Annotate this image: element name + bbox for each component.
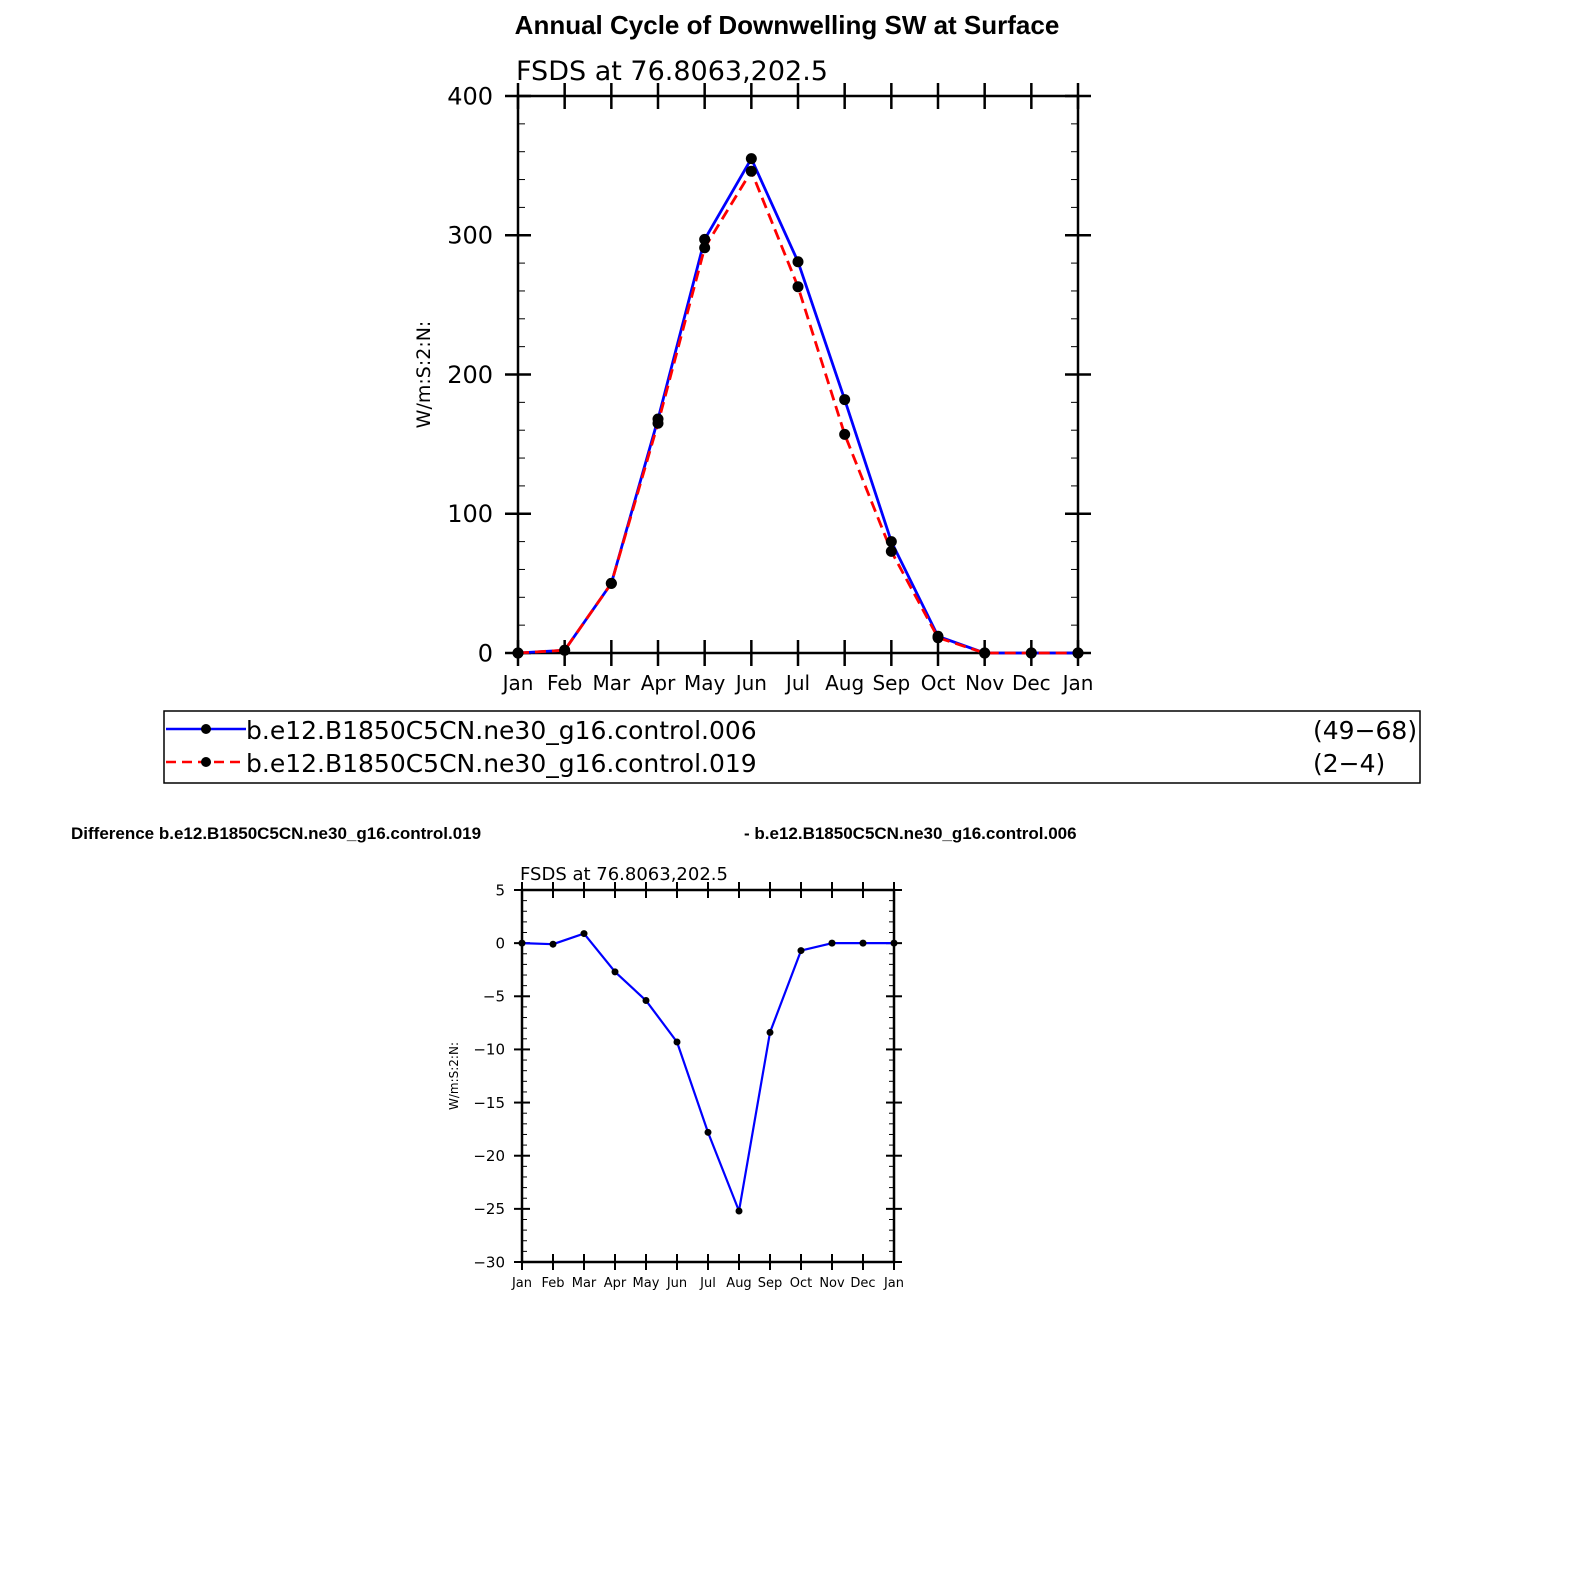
y-tick-label: −5	[483, 988, 505, 1006]
x-tick-label: Jan	[883, 1276, 904, 1291]
data-point-series-1	[839, 394, 851, 406]
x-tick-label: Jun	[734, 671, 767, 695]
y-tick-label: 300	[447, 222, 493, 250]
series-line-1	[521, 932, 894, 1213]
x-tick-label: Dec	[1012, 671, 1051, 695]
x-tick-label: May	[633, 1276, 660, 1291]
y-tick-label: −25	[473, 1200, 505, 1218]
data-point-series-2	[1072, 647, 1084, 659]
annual-cycle-chart: FSDS at 76.8063,202.5 W/m:S:2:N: Jan Feb Mar…	[413, 56, 1093, 695]
data-point-series-1	[885, 536, 897, 548]
data-point-series-1	[766, 1028, 774, 1036]
data-point-series-1	[673, 1038, 681, 1046]
data-point-series-1	[792, 256, 804, 268]
legend: b.e12.B1850C5CN.ne30_g16.control.006 (49…	[163, 710, 1421, 784]
y-tick-label: 400	[447, 82, 493, 110]
x-tick-label: May	[684, 671, 726, 695]
y-tick-label: −20	[473, 1147, 505, 1165]
plot-frame	[516, 94, 1080, 655]
y-tick-label: −10	[473, 1041, 505, 1059]
legend-years-control-006: (49−68)	[1313, 716, 1417, 745]
x-tick-label: Dec	[850, 1276, 875, 1291]
x-tick-label: Feb	[547, 671, 582, 695]
data-point-series-1	[549, 940, 557, 948]
y-tick-label: −15	[473, 1094, 505, 1112]
series-line-1	[517, 157, 1078, 655]
y-tick-label: 5	[495, 881, 505, 899]
x-tick-label: Jan	[501, 671, 534, 695]
legend-entry-control-019: b.e12.B1850C5CN.ne30_g16.control.019 (2−…	[166, 749, 1385, 778]
chart-subtitle: FSDS at 76.8063,202.5	[520, 864, 728, 885]
difference-title-left: Difference b.e12.B1850C5CN.ne30_g16.cont…	[71, 824, 481, 843]
chart-subtitle: FSDS at 76.8063,202.5	[516, 56, 828, 87]
data-point-series-2	[932, 632, 944, 644]
plot-frame	[520, 888, 896, 1264]
y-tick-label: 0	[495, 934, 505, 952]
y-tick-label: −30	[473, 1253, 505, 1271]
series-line-2	[517, 169, 1078, 655]
x-tick-label: Jan	[511, 1276, 532, 1291]
x-tick-label: Sep	[872, 671, 910, 695]
data-point-series-2	[605, 577, 617, 589]
x-tick-label: Mar	[592, 671, 631, 695]
data-point-series-1	[611, 968, 619, 976]
x-tick-label: Apr	[604, 1276, 627, 1291]
data-point-series-2	[652, 417, 664, 429]
data-point-series-2	[559, 644, 571, 656]
data-point-series-2	[699, 242, 711, 254]
legend-marker-control-006	[201, 724, 211, 734]
legend-frame	[163, 710, 1421, 784]
x-tick-label: Aug	[825, 671, 864, 695]
data-point-series-1	[890, 939, 898, 947]
data-point-series-1	[580, 930, 588, 938]
data-point-series-1	[745, 153, 757, 165]
figure-title: Annual Cycle of Downwelling SW at Surfac…	[515, 10, 1060, 40]
x-tick-label: Oct	[790, 1276, 812, 1291]
data-point-series-2	[839, 428, 851, 440]
x-tick-label: Oct	[921, 671, 956, 695]
data-point-series-2	[885, 545, 897, 557]
x-tick-label: Feb	[541, 1276, 564, 1291]
x-tick-label: Jul	[784, 671, 810, 695]
x-tick-label: Apr	[641, 671, 676, 695]
y-tick-label: 0	[478, 639, 493, 667]
data-point-series-1	[828, 939, 836, 947]
y-tick-label: 200	[447, 361, 493, 389]
data-point-series-2	[745, 165, 757, 177]
y-tick-label: 100	[447, 500, 493, 528]
x-tick-label: Aug	[726, 1276, 751, 1291]
x-tick-label: Nov	[965, 671, 1004, 695]
data-point-series-2	[792, 281, 804, 293]
legend-entry-control-006: b.e12.B1850C5CN.ne30_g16.control.006 (49…	[166, 716, 1417, 745]
data-point-series-1	[797, 947, 805, 955]
x-tick-label: Jun	[666, 1276, 687, 1291]
data-point-series-1	[735, 1207, 743, 1215]
data-point-series-1	[859, 939, 867, 947]
y-axis-label: W/m:S:2:N:	[447, 1042, 461, 1110]
legend-years-control-019: (2−4)	[1313, 749, 1385, 778]
x-tick-label: Mar	[572, 1276, 597, 1291]
x-tick-label: Nov	[819, 1276, 845, 1291]
y-axis-label: W/m:S:2:N:	[413, 321, 435, 429]
x-tick-label: Jan	[1061, 671, 1094, 695]
data-point-series-2	[1025, 647, 1037, 659]
difference-title-right: - b.e12.B1850C5CN.ne30_g16.control.006	[744, 824, 1077, 843]
x-tick-label: Sep	[758, 1276, 783, 1291]
data-point-series-1	[704, 1128, 712, 1136]
data-point-series-1	[642, 997, 650, 1005]
legend-label-control-019: b.e12.B1850C5CN.ne30_g16.control.019	[246, 749, 757, 778]
legend-label-control-006: b.e12.B1850C5CN.ne30_g16.control.006	[246, 716, 757, 745]
x-tick-label: Jul	[699, 1276, 716, 1291]
data-point-series-1	[518, 939, 526, 947]
legend-marker-control-019	[201, 757, 211, 767]
difference-chart: FSDS at 76.8063,202.5 W/m:S:2:N: Jan Feb Mar…	[447, 864, 904, 1291]
data-point-series-2	[979, 647, 991, 659]
data-point-series-1	[699, 233, 711, 245]
data-point-series-2	[512, 647, 524, 659]
